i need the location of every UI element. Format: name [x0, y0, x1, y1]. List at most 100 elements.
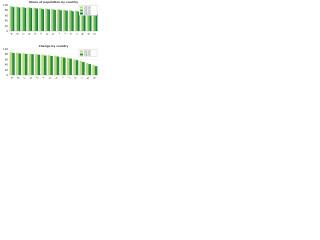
bar	[12, 52, 15, 75]
y-tick-label: 0	[6, 73, 8, 77]
bar	[83, 12, 86, 32]
bar	[12, 7, 15, 31]
x-tick-label: H	[54, 76, 58, 80]
y-tick-label: 60	[5, 13, 9, 17]
bar	[79, 60, 83, 75]
bar	[58, 9, 61, 31]
y-tick-label: 60	[5, 57, 9, 61]
bar	[62, 9, 65, 31]
bar	[43, 55, 47, 75]
bar	[45, 8, 47, 31]
y-tick-label: 40	[5, 63, 9, 67]
legend-box	[78, 5, 98, 16]
bar	[42, 9, 45, 31]
bar	[94, 66, 98, 75]
legend-swatch	[80, 6, 83, 9]
bar	[78, 11, 80, 31]
legend-label: 2020	[84, 12, 91, 16]
x-tick-label: M	[86, 76, 91, 80]
bar	[51, 8, 53, 31]
x-tick-label: C	[22, 76, 26, 80]
x-tick-label: N	[92, 76, 96, 80]
bar	[70, 10, 73, 31]
bar	[64, 10, 67, 31]
bar	[94, 13, 96, 31]
x-tick-label: K	[73, 76, 77, 80]
bar	[82, 62, 85, 75]
legend-label: 2010	[84, 6, 91, 10]
legend-swatch	[80, 53, 83, 56]
x-tick-label: E	[33, 32, 37, 36]
bar	[76, 11, 79, 31]
x-tick-label: L	[80, 76, 84, 80]
x-tick-label: I	[57, 32, 61, 35]
bar	[15, 6, 18, 32]
bar	[46, 8, 49, 31]
chart-title: Share of population by country	[29, 0, 78, 4]
bar	[52, 9, 55, 31]
x-tick-label: O	[92, 32, 96, 36]
legend-label: 2010	[84, 50, 91, 54]
bar	[73, 59, 76, 75]
x-tick-label: C	[21, 32, 25, 36]
bar	[33, 7, 35, 31]
y-tick-label: 100	[3, 3, 8, 7]
x-tick-label: A	[10, 76, 14, 80]
x-tick-label: L	[75, 32, 79, 36]
x-tick-label: D	[29, 76, 33, 80]
bar	[30, 8, 33, 32]
y-tick-label: 40	[5, 19, 9, 23]
bar	[48, 9, 50, 31]
bar	[34, 8, 37, 32]
x-tick-label: D	[27, 32, 31, 36]
bar	[24, 7, 27, 31]
bar	[47, 55, 51, 75]
bar	[23, 7, 25, 31]
x-tick-label: K	[69, 32, 73, 36]
bar	[35, 54, 38, 75]
legend-swatch	[80, 50, 83, 53]
legend-swatch	[80, 12, 83, 15]
bar	[74, 10, 77, 31]
legend-box	[78, 49, 98, 57]
y-tick-label: 0	[6, 29, 8, 33]
x-tick-label: J	[67, 76, 71, 80]
bar	[40, 8, 43, 32]
x-tick-label: A	[9, 32, 13, 36]
bar	[63, 57, 66, 75]
bar	[88, 12, 90, 32]
bar	[36, 8, 39, 32]
bar	[28, 7, 31, 31]
x-tick-label: I	[61, 76, 65, 79]
x-tick-label: M	[80, 32, 85, 36]
y-tick-label: 20	[5, 68, 9, 72]
bar	[60, 10, 62, 31]
x-tick-label: E	[35, 76, 39, 80]
bar	[56, 56, 60, 75]
legend-label: 2020	[84, 53, 91, 57]
x-tick-label: J	[63, 32, 67, 36]
bar	[66, 57, 70, 75]
bar	[88, 64, 92, 75]
bar	[54, 9, 56, 32]
x-tick-label: G	[45, 32, 49, 36]
bar	[39, 8, 41, 32]
x-tick-label: H	[51, 32, 55, 36]
bar	[82, 11, 84, 31]
bar	[86, 11, 89, 31]
page: Share of population by country0204060801…	[3, 0, 98, 80]
bar	[95, 13, 98, 31]
bar	[72, 11, 74, 31]
bar	[41, 54, 44, 75]
x-tick-label: F	[41, 76, 45, 80]
bar	[18, 7, 21, 31]
bar	[17, 7, 19, 31]
bar	[9, 6, 12, 31]
bar	[28, 53, 32, 75]
x-tick-label: N	[86, 32, 90, 36]
bar	[50, 56, 53, 75]
bar	[18, 53, 22, 75]
y-tick-label: 80	[5, 8, 9, 12]
bar	[92, 65, 95, 75]
bar	[22, 53, 25, 75]
